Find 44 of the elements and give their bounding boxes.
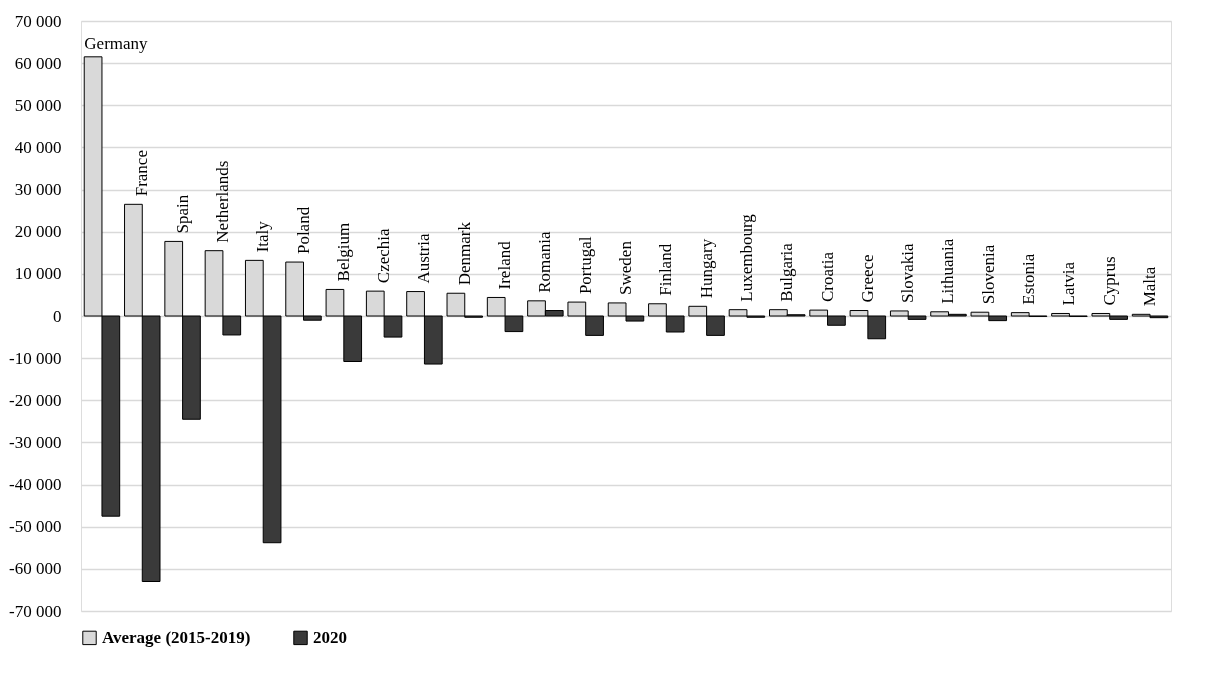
- y-tick-label: -50 000: [9, 517, 62, 537]
- x-tick-label: Belgium: [333, 222, 353, 282]
- y-tick-label: 20 000: [14, 222, 62, 242]
- x-tick-label: Germany: [84, 33, 149, 53]
- x-tick-label: Hungary: [696, 238, 716, 299]
- x-tick-label: Latvia: [1059, 261, 1079, 306]
- x-tick-label: Greece: [857, 254, 877, 303]
- x-tick-label: Romania: [535, 231, 555, 293]
- x-tick-label: Croatia: [817, 251, 837, 303]
- x-tick-label: Netherlands: [212, 160, 232, 243]
- legend-label: Average (2015-2019): [102, 627, 251, 647]
- x-tick-label: Italy: [253, 220, 273, 253]
- x-tick-label: France: [132, 150, 152, 197]
- y-tick-label: -20 000: [9, 390, 62, 410]
- x-tick-label: Luxembourg: [736, 213, 756, 302]
- y-tick-label: 50 000: [14, 95, 62, 115]
- y-tick-label: 30 000: [14, 180, 62, 200]
- x-tick-label: Ireland: [495, 240, 515, 290]
- x-tick-label: Sweden: [616, 240, 635, 295]
- y-tick-label: 0: [53, 306, 62, 326]
- x-tick-label: Finland: [656, 243, 676, 296]
- x-tick-label: Spain: [172, 194, 192, 234]
- y-tick-label: -60 000: [9, 559, 62, 579]
- x-tick-label: Slovakia: [898, 243, 918, 303]
- x-tick-label: Austria: [414, 233, 434, 284]
- y-tick-label: -70 000: [9, 601, 62, 621]
- y-tick-label: 70 000: [14, 11, 62, 31]
- x-tick-label: Bulgaria: [777, 242, 797, 302]
- x-tick-label: Estonia: [1019, 253, 1039, 305]
- y-tick-label: -10 000: [9, 348, 62, 368]
- y-tick-label: 60 000: [14, 53, 62, 73]
- x-tick-label: Slovenia: [978, 244, 998, 305]
- y-tick-label: 40 000: [14, 137, 62, 157]
- x-tick-label: Czechia: [374, 227, 394, 284]
- x-tick-label: Poland: [293, 206, 313, 255]
- legend-label: 2020: [313, 627, 347, 647]
- x-tick-label: Cyprus: [1099, 256, 1119, 306]
- x-tick-label: Denmark: [454, 221, 474, 286]
- y-tick-label: 10 000: [14, 264, 62, 284]
- x-tick-label: Portugal: [575, 236, 595, 295]
- x-tick-label: Lithuania: [938, 238, 958, 304]
- y-tick-label: -30 000: [9, 432, 62, 452]
- x-tick-label: Malta: [1140, 266, 1160, 307]
- y-tick-label: -40 000: [9, 475, 62, 495]
